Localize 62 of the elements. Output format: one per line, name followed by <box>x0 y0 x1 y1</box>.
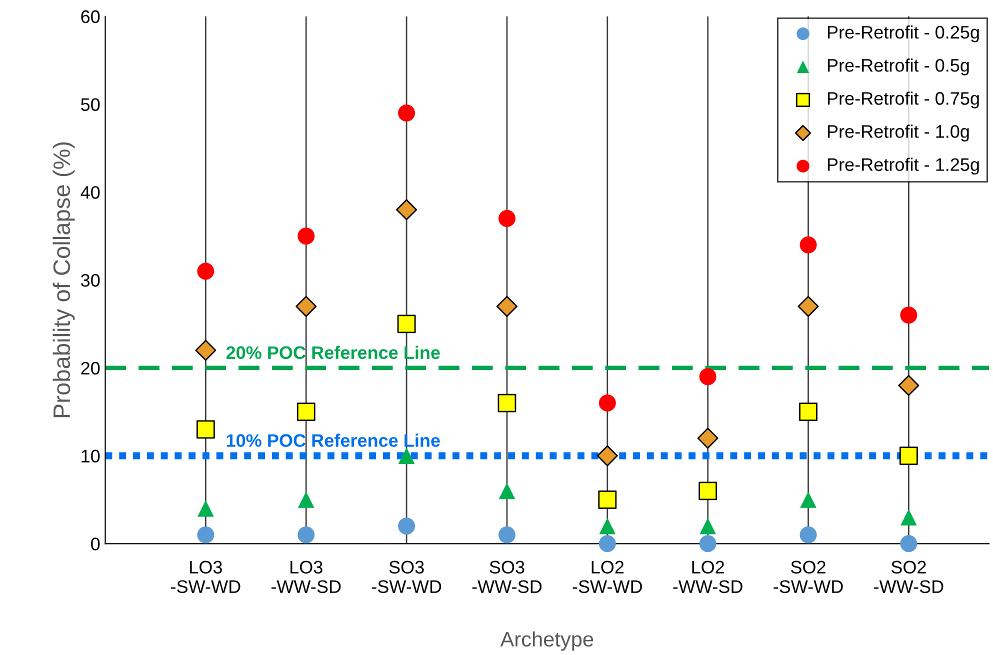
y-tick-label: 50 <box>81 98 100 111</box>
point <box>398 448 415 464</box>
point <box>298 526 315 544</box>
point <box>900 509 917 526</box>
point <box>197 526 214 544</box>
point <box>798 296 819 317</box>
point <box>398 518 416 535</box>
point <box>899 446 918 465</box>
point <box>799 402 818 422</box>
x-axis-title: Archetype <box>500 631 594 651</box>
point <box>800 526 817 544</box>
x-tick-label: LO3 -SW-WD <box>171 560 240 594</box>
point <box>800 491 816 508</box>
x-tick-label: SO3 -SW-WD <box>372 560 442 594</box>
y-tick-label: 60 <box>81 10 100 24</box>
point <box>898 374 920 396</box>
point <box>496 296 518 317</box>
point <box>398 104 416 122</box>
x-tick-label: LO2 -SW-WD <box>572 560 642 594</box>
legend-label: Pre-Retrofit - 0.5g <box>828 58 969 76</box>
point <box>596 445 618 466</box>
point <box>195 340 216 361</box>
point <box>296 402 316 422</box>
x-tick-label: LO3 -WW-SD <box>271 560 341 594</box>
legend-label: Pre-Retrofit - 1.0g <box>828 124 969 142</box>
y-tick-label: 10 <box>82 450 100 462</box>
point <box>498 210 516 227</box>
point <box>900 306 918 324</box>
point <box>296 296 317 317</box>
point <box>699 368 716 386</box>
legend-label: Pre-Retrofit - 0.25g <box>828 25 979 42</box>
point <box>498 482 516 500</box>
y-tick-label: 0 <box>91 538 100 550</box>
point <box>298 491 314 508</box>
y-tick-label: 40 <box>80 186 100 199</box>
point <box>498 394 516 412</box>
legend-label: Pre-Retrofit - 1.25g <box>828 158 979 175</box>
point <box>498 526 516 544</box>
point <box>697 428 718 449</box>
x-tick-label: SO3 -WW-SD <box>472 560 542 594</box>
point <box>698 482 718 500</box>
point <box>298 228 315 245</box>
point <box>397 314 416 334</box>
point <box>197 500 214 517</box>
point <box>599 518 616 534</box>
point <box>396 199 418 220</box>
point <box>598 394 616 412</box>
legend-label: Pre-Retrofit - 0.75g <box>828 92 979 108</box>
y-tick-label: 30 <box>81 274 100 287</box>
point <box>598 490 617 509</box>
point <box>196 420 215 439</box>
y-axis-title: Probability of Collapse (%) <box>52 142 75 418</box>
x-tick-label: SO2 -SW-WD <box>774 560 843 594</box>
point <box>598 535 616 552</box>
x-tick-label: LO2 -WW-SD <box>673 560 742 594</box>
point <box>197 262 214 280</box>
point <box>699 535 716 552</box>
point <box>800 236 817 254</box>
x-tick-label: SO2 -WW-SD <box>874 560 944 594</box>
point <box>900 535 918 552</box>
point <box>700 518 716 534</box>
y-tick-label: 20 <box>81 362 100 375</box>
